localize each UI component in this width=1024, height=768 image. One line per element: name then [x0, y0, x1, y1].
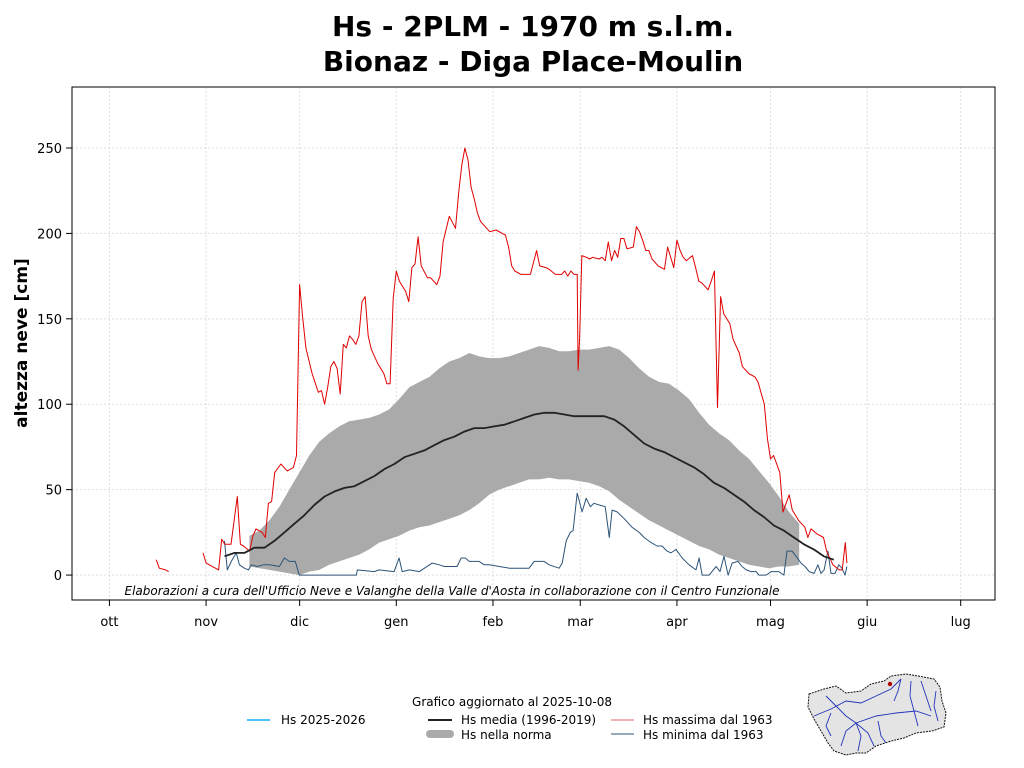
legend-label-band: Hs nella norma [461, 728, 552, 742]
legend-label-max: Hs massima dal 1963 [643, 713, 773, 727]
x-tick-label: nov [194, 615, 218, 630]
x-tick-label: ott [100, 615, 118, 630]
y-axis-label: altezza neve [cm] [12, 258, 32, 428]
x-tick-label: dic [290, 615, 309, 630]
lines-layer [155, 147, 848, 576]
x-tick-label: gen [384, 615, 409, 630]
series-line-mean [224, 411, 835, 561]
x-tick-label: apr [666, 615, 688, 630]
legend-label-min: Hs minima dal 1963 [643, 728, 764, 742]
plot-frame [71, 86, 996, 601]
y-tick-label: 50 [45, 484, 62, 499]
y-axis: 0 50 100 150 200 250 [37, 142, 72, 584]
legend-label-current: Hs 2025-2026 [281, 713, 366, 727]
x-tick-label: lug [951, 615, 971, 630]
series-line-min [224, 492, 848, 576]
series-line-max [155, 559, 169, 573]
station-marker [887, 681, 893, 687]
band-layer [249, 346, 800, 576]
x-tick-label: mag [756, 615, 785, 630]
y-tick-label: 150 [37, 313, 62, 328]
chart-title-line-1: Hs - 2PLM - 1970 m s.l.m. [332, 10, 734, 43]
y-tick-label: 0 [54, 569, 62, 584]
river-network [813, 678, 939, 752]
region-outline [807, 673, 947, 756]
y-tick-label: 250 [37, 142, 62, 157]
x-tick-label: mar [567, 615, 594, 630]
legend: Hs 2025-2026 Hs media (1996-2019) Hs nel… [247, 713, 773, 742]
legend-label-mean: Hs media (1996-2019) [461, 713, 596, 727]
x-tick-label: giu [857, 615, 877, 630]
updated-label: Grafico aggiornato al 2025-10-08 [412, 695, 612, 709]
x-axis: ott nov dic gen feb mar apr mag giu lug [100, 600, 971, 630]
chart-title-line-2: Bionaz - Diga Place-Moulin [323, 45, 743, 78]
y-tick-label: 200 [37, 227, 62, 242]
grid [72, 87, 995, 600]
location-map [807, 673, 947, 756]
y-tick-label: 100 [37, 398, 62, 413]
x-tick-label: feb [483, 615, 504, 630]
band-area-norm [249, 346, 800, 576]
credit-note: Elaborazioni a cura dell'Ufficio Neve e … [124, 584, 779, 598]
series-line-max [202, 147, 848, 571]
